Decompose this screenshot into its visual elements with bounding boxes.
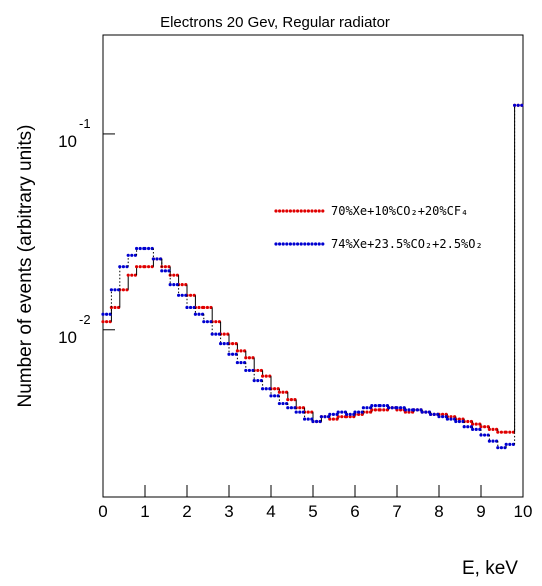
x-tick-label: 7	[392, 502, 401, 521]
x-axis-label: E, keV	[462, 558, 518, 579]
x-tick-label: 9	[476, 502, 485, 521]
y-tick-exponent: -1	[79, 116, 91, 131]
x-tick-label: 10	[514, 502, 533, 521]
legend-label: 74%Xe+23.5%CO₂+2.5%O₂	[331, 237, 483, 251]
x-tick-label: 8	[434, 502, 443, 521]
chart-title: Electrons 20 Gev, Regular radiator	[160, 14, 390, 31]
x-tick-label: 0	[98, 502, 107, 521]
y-tick-label: 10	[58, 132, 77, 151]
y-tick-label: 10	[58, 328, 77, 347]
x-tick-label: 6	[350, 502, 359, 521]
legend-label: 70%Xe+10%CO₂+20%CF₄	[331, 204, 468, 218]
x-tick-label: 3	[224, 502, 233, 521]
x-tick-label: 1	[140, 502, 149, 521]
x-tick-label: 2	[182, 502, 191, 521]
y-tick-exponent: -2	[79, 312, 91, 327]
x-tick-label: 4	[266, 502, 275, 521]
y-axis-label: Number of events (arbitrary units)	[15, 125, 36, 408]
x-tick-label: 5	[308, 502, 317, 521]
